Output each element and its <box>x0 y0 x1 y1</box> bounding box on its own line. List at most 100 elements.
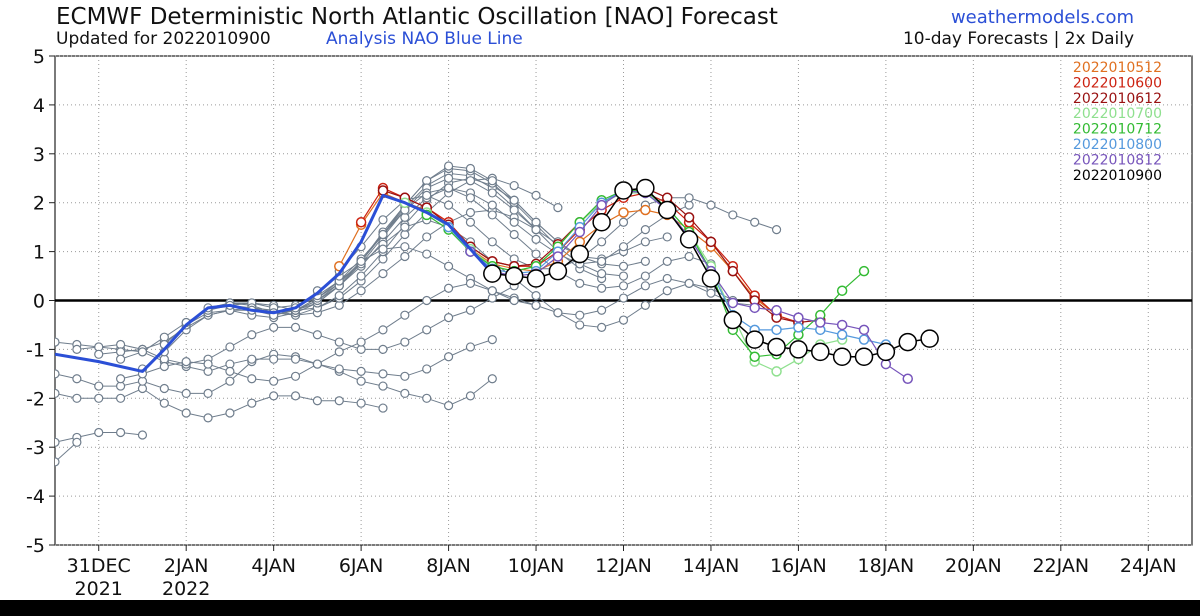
older-forecast-point <box>55 457 60 467</box>
x-tick-label: 4JAN <box>251 555 296 577</box>
older-forecast-point <box>312 396 322 406</box>
latest-forecast-point <box>679 230 699 249</box>
older-forecast-point <box>247 398 257 408</box>
x-tick-label: 14JAN <box>683 555 740 577</box>
older-forecast-point <box>728 210 738 220</box>
y-tick-label: -1 <box>26 339 45 361</box>
older-forecast-point <box>181 388 191 399</box>
latest-forecast-point <box>876 342 896 362</box>
older-forecast-point <box>531 249 541 259</box>
latest-forecast-point <box>745 330 764 349</box>
older-forecast-point <box>115 374 126 384</box>
older-forecast-point <box>203 388 213 399</box>
older-forecast-point <box>356 398 366 408</box>
latest-forecast-point <box>723 310 743 330</box>
forecast-point <box>771 324 782 336</box>
latest-forecast-point <box>570 244 590 264</box>
forecast-point <box>749 351 760 362</box>
older-forecast-point <box>443 352 454 362</box>
latest-forecast-point <box>701 269 721 288</box>
older-forecast-point <box>443 313 454 323</box>
older-forecast-point <box>597 256 607 266</box>
forecast-point <box>836 285 848 296</box>
older-forecast-point <box>465 305 476 315</box>
x-tick-label: 16JAN <box>770 555 827 577</box>
older-forecast-line <box>55 387 384 419</box>
older-forecast-point <box>487 374 497 384</box>
analysis-line <box>55 193 494 373</box>
older-forecast-point <box>662 273 672 284</box>
chart-title: ECMWF Deterministic North Atlantic Oscil… <box>56 4 778 30</box>
older-forecast-point <box>378 369 388 379</box>
legend-entry: 2022010700 <box>1073 106 1162 122</box>
older-forecast-point <box>378 229 388 240</box>
x-tick-sublabel: 2021 <box>75 578 123 600</box>
older-forecast-point <box>422 295 432 306</box>
older-forecast-point <box>706 200 716 210</box>
older-forecast-point <box>684 251 694 262</box>
forecast-point <box>858 334 870 345</box>
older-forecast-point <box>159 361 169 372</box>
x-tick-label: 18JAN <box>858 555 915 577</box>
forecast-point <box>552 251 564 262</box>
forecast-point <box>640 204 651 216</box>
legend-entry: 2022010600 <box>1073 75 1162 91</box>
x-tick-label: 22JAN <box>1032 555 1089 577</box>
older-forecast-point <box>137 347 148 357</box>
older-forecast-point <box>181 408 191 418</box>
older-forecast-point <box>706 288 716 298</box>
older-forecast-point <box>597 322 607 332</box>
older-forecast-point <box>465 207 476 218</box>
latest-forecast-point <box>811 342 830 362</box>
legend-entry: 2022010900 <box>1073 168 1162 184</box>
forecast-point <box>793 322 804 333</box>
older-forecast-point <box>356 376 366 386</box>
latest-forecast-point <box>636 178 655 198</box>
legend-entry: 2022010612 <box>1073 91 1162 107</box>
older-forecast-point <box>575 278 585 288</box>
older-forecast-point <box>334 364 344 374</box>
older-forecast-point <box>575 320 585 330</box>
older-forecast-point <box>422 364 432 374</box>
older-forecast-point <box>115 354 126 364</box>
older-forecast-point <box>422 325 432 335</box>
older-forecast-point <box>553 202 563 213</box>
older-forecast-point <box>487 188 497 198</box>
latest-forecast-point <box>657 200 677 220</box>
site-link[interactable]: weathermodels.com <box>950 7 1134 28</box>
older-forecast-point <box>72 393 82 403</box>
y-tick-label: 4 <box>33 95 45 117</box>
older-forecast-point <box>378 269 388 279</box>
older-forecast-point <box>269 391 279 401</box>
older-forecast-point <box>509 217 519 227</box>
older-forecast-point <box>400 251 410 262</box>
older-forecast <box>334 190 782 276</box>
older-forecast-point <box>94 349 104 359</box>
older-forecast-point <box>618 242 629 252</box>
forecast-point <box>771 366 782 377</box>
forecast-point <box>902 373 913 384</box>
older-forecast-point <box>137 430 148 440</box>
older-forecast-point <box>400 371 410 381</box>
older-forecast-point <box>487 200 497 210</box>
older-forecast-point <box>72 437 82 447</box>
older-forecast-point <box>55 369 60 379</box>
x-tick-label: 20JAN <box>945 555 1002 577</box>
y-tick-label: 3 <box>33 144 45 166</box>
older-forecast-point <box>94 393 104 403</box>
older-forecast-point <box>487 176 497 186</box>
older-forecast-point <box>400 337 410 347</box>
forecast-point <box>836 329 848 340</box>
older-forecast-point <box>509 180 519 191</box>
older-forecast-point <box>290 371 301 381</box>
older-forecast <box>55 427 148 447</box>
x-tick-label: 8JAN <box>426 555 471 577</box>
older-forecast-point <box>531 190 541 200</box>
older-forecast-point <box>225 376 235 386</box>
older-forecast-point <box>662 286 672 296</box>
older-forecast-point <box>356 337 366 347</box>
latest-forecast <box>483 178 939 366</box>
older-forecast-point <box>400 222 410 232</box>
older-forecast-point <box>312 359 322 369</box>
older-forecast-point <box>378 244 388 254</box>
